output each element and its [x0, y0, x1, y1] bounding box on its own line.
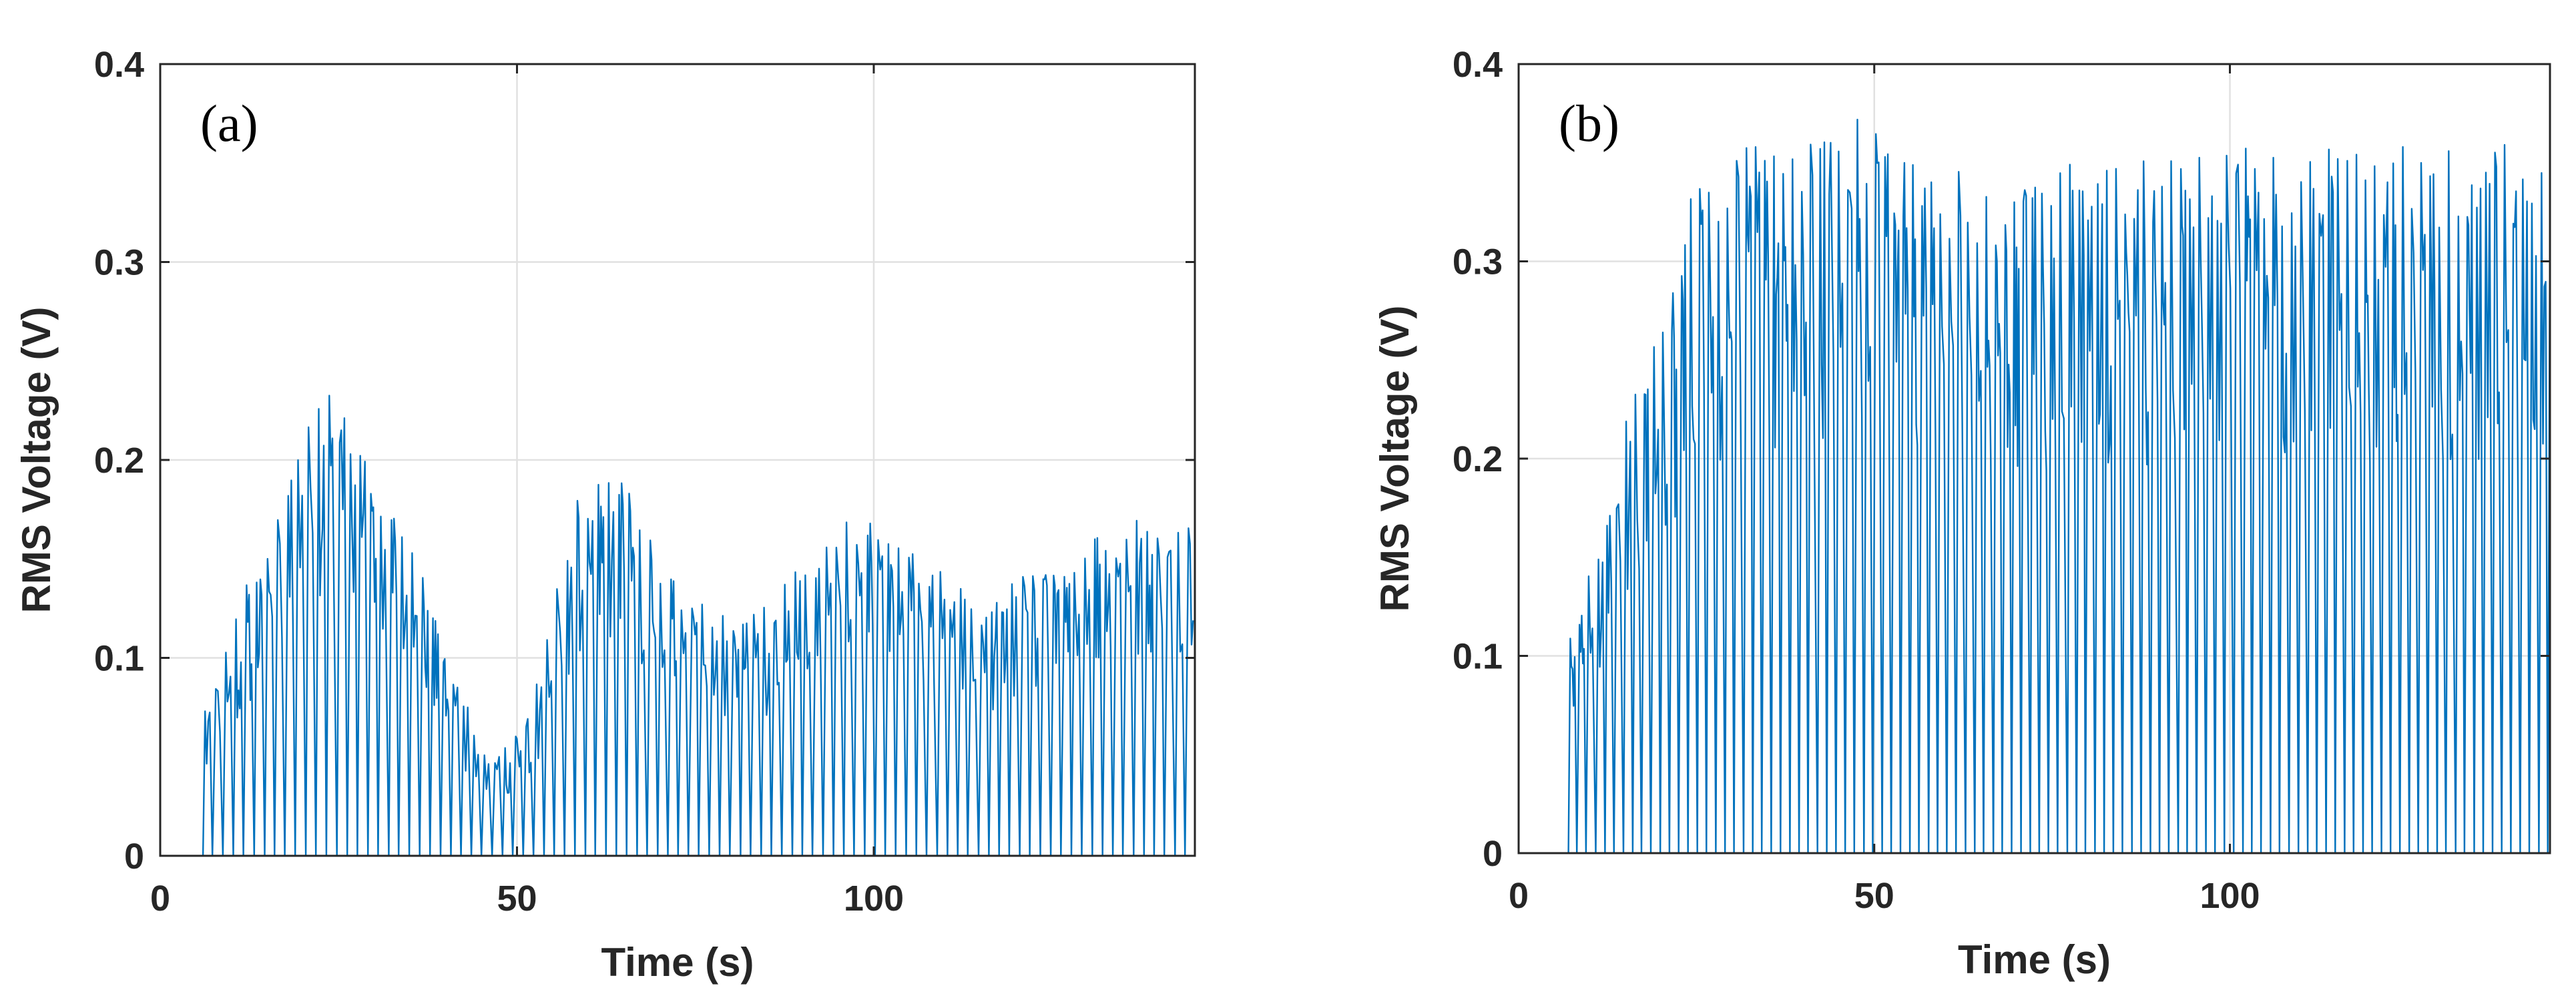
y-axis-label: RMS Voltage (V) — [14, 307, 59, 613]
y-tick-label: 0.2 — [94, 441, 144, 481]
y-tick-label: 0 — [1483, 834, 1503, 874]
x-tick-label: 100 — [844, 879, 904, 919]
y-tick-label: 0.1 — [1453, 637, 1503, 677]
x-tick-label: 0 — [1509, 876, 1529, 916]
panel-label: (a) — [200, 94, 258, 152]
y-tick-label: 0.2 — [1453, 439, 1503, 479]
x-axis-label: Time (s) — [601, 940, 754, 985]
chart-panel-a: 0 50 100 0 0.1 0.2 0.3 0.4 Time (s) RMS Voltage (… — [14, 45, 1196, 985]
rms-voltage-series-line — [160, 395, 1194, 857]
y-tick-label: 0.4 — [1453, 45, 1503, 85]
rms-voltage-series-line — [1519, 118, 2551, 854]
x-tick-label: 50 — [497, 879, 537, 919]
y-tick-label: 0 — [124, 836, 144, 877]
x-tick-label: 100 — [2200, 876, 2260, 916]
panel-label: (b) — [1559, 94, 1619, 152]
y-tick-label: 0.3 — [1453, 242, 1503, 282]
x-tick-label: 50 — [1854, 876, 1894, 916]
y-tick-label: 0.1 — [94, 639, 144, 679]
y-tick-label: 0.3 — [94, 243, 144, 283]
y-tick-label: 0.4 — [94, 45, 144, 85]
x-tick-label: 0 — [150, 879, 170, 919]
x-axis-label: Time (s) — [1958, 937, 2111, 982]
y-axis-label: RMS Voltage (V) — [1372, 306, 1417, 612]
chart-panel-b: 0 50 100 0 0.1 0.2 0.3 0.4 Time (s) RMS Voltage (… — [1372, 45, 2551, 982]
